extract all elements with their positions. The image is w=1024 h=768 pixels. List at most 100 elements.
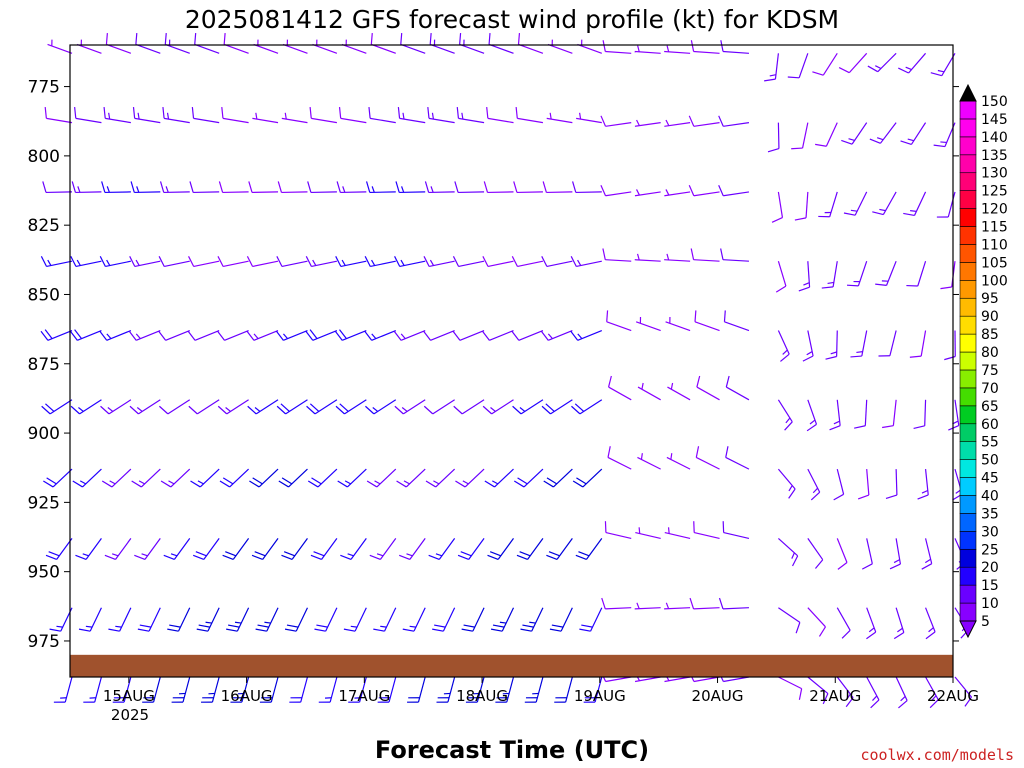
wind-barb	[167, 607, 191, 632]
x-tick-label: 19AUG	[574, 687, 626, 705]
wind-barb	[129, 399, 161, 415]
wind-barb	[395, 181, 426, 194]
wind-barb	[217, 256, 249, 268]
colorbar-bin	[959, 548, 977, 568]
colorbar-bin	[959, 513, 977, 532]
wind-barb	[524, 676, 544, 703]
wind-barb	[600, 115, 632, 127]
wind-barb	[171, 676, 191, 703]
wind-barb	[453, 399, 485, 415]
wind-barb	[222, 538, 250, 560]
credit-link[interactable]: coolwx.com/models	[860, 746, 1014, 764]
wind-barb	[436, 676, 456, 703]
wind-barb	[900, 122, 927, 145]
wind-barb	[369, 538, 397, 560]
x-tick-label: 21AUG	[809, 687, 861, 705]
wind-barb	[869, 122, 897, 144]
wind-barb	[634, 253, 661, 262]
wind-barb	[602, 248, 632, 262]
terrain-surface	[70, 654, 953, 677]
colorbar-tick-label: 30	[981, 524, 999, 540]
colorbar-tick-label: 85	[981, 327, 999, 343]
wind-barb	[841, 122, 868, 145]
wind-barb	[791, 122, 809, 150]
wind-barb	[187, 329, 220, 341]
wind-barb	[854, 399, 868, 429]
x-tick-label: 18AUG	[456, 687, 508, 705]
y-axis: 775 800 825 850 875 900 925 950 975	[28, 78, 959, 652]
wind-barb	[366, 468, 397, 488]
wind-barb	[429, 33, 455, 54]
colorbar-tick-label: 120	[981, 202, 1008, 218]
wind-barb	[606, 310, 632, 332]
colorbar-bin	[959, 566, 977, 586]
wind-barb	[600, 185, 632, 197]
colorbar-top-arrow	[959, 83, 977, 102]
wind-barb	[452, 329, 485, 341]
wind-barb	[583, 676, 603, 703]
wind-barb	[130, 181, 161, 194]
colorbar-tick-label: 75	[981, 363, 999, 379]
wind-barb	[664, 602, 691, 610]
wind-barb	[777, 330, 790, 362]
wind-barb	[457, 538, 485, 560]
colorbar-tick-label: 145	[981, 112, 1008, 128]
colorbar-bin	[959, 315, 977, 335]
colorbar-tick-label: 55	[981, 435, 999, 451]
wind-barb	[802, 330, 814, 362]
wind-barb	[365, 399, 397, 415]
wind-barb	[515, 106, 544, 124]
wind-barb	[289, 676, 309, 703]
wind-barb	[807, 676, 829, 705]
wind-barb	[188, 399, 220, 415]
wind-barb	[807, 538, 824, 569]
y-tick-label: 925	[28, 493, 60, 513]
wind-barb	[42, 181, 73, 194]
wind-barb	[602, 40, 632, 54]
wind-barb	[230, 676, 250, 703]
wind-barb	[101, 181, 131, 194]
wind-barb	[452, 256, 485, 268]
colorbar-bin	[959, 226, 977, 245]
wind-barb	[427, 106, 455, 124]
wind-barb	[903, 191, 927, 217]
wind-barb	[764, 53, 779, 82]
colorbar-bin	[959, 441, 977, 460]
wind-barb	[878, 330, 897, 357]
wind-barb	[579, 607, 603, 632]
wind-barb	[164, 33, 190, 54]
wind-barb	[459, 33, 485, 54]
wind-barb	[128, 329, 161, 341]
wind-barb	[277, 181, 308, 194]
wind-barb	[798, 261, 811, 292]
wind-barb	[370, 33, 396, 54]
wind-barb	[836, 538, 848, 570]
wind-barb	[664, 119, 691, 127]
wind-barb	[190, 468, 220, 488]
y-tick-label: 975	[28, 632, 60, 652]
wind-barb	[954, 676, 973, 707]
wind-barb	[482, 256, 514, 268]
wind-barb	[393, 329, 426, 341]
wind-barb	[898, 52, 927, 74]
wind-barb	[909, 330, 927, 358]
wind-barb	[482, 399, 514, 415]
wind-barb	[314, 607, 338, 632]
wind-barb	[777, 399, 793, 431]
wind-barb	[490, 607, 515, 632]
wind-barb	[511, 329, 544, 341]
wind-barb	[275, 329, 308, 341]
colorbar-bin	[959, 244, 977, 263]
wind-barb	[335, 256, 367, 268]
wind-barb	[836, 676, 854, 708]
wind-barb	[495, 676, 515, 703]
wind-barb	[337, 468, 367, 488]
colorbar-tick-label: 135	[981, 148, 1008, 164]
wind-barb	[251, 538, 279, 560]
wind-barb	[192, 538, 220, 560]
wind-barb	[276, 256, 308, 268]
wind-barb	[843, 191, 868, 216]
wind-barb	[875, 260, 897, 286]
wind-barb	[135, 33, 161, 54]
wind-barb	[690, 248, 720, 262]
